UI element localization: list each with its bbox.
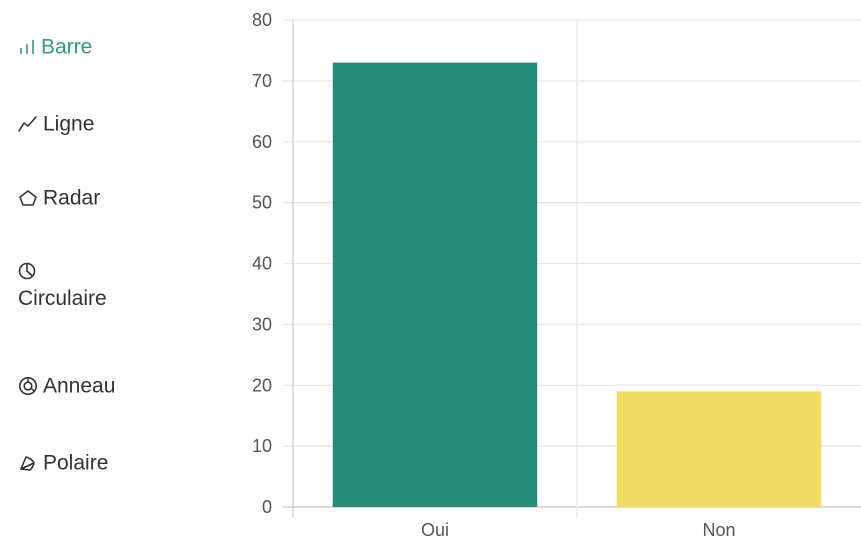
y-tick-label: 40 — [252, 254, 272, 274]
x-tick-label: Oui — [421, 520, 449, 540]
menu-item-label: Radar — [43, 186, 101, 210]
menu-item-circulaire[interactable]: Circulaire — [18, 262, 107, 314]
menu-item-anneau[interactable]: Anneau — [18, 371, 115, 401]
menu-item-polaire[interactable]: Polaire — [18, 448, 108, 478]
y-tick-label: 70 — [252, 71, 272, 91]
y-tick-label: 80 — [252, 10, 272, 30]
bar — [616, 391, 822, 507]
menu-item-label: Barre — [41, 35, 93, 59]
y-tick-label: 0 — [262, 497, 272, 517]
polar-area-chart-icon — [18, 454, 38, 472]
y-tick-label: 30 — [252, 314, 272, 334]
menu-item-label: Anneau — [43, 374, 116, 398]
radar-chart-icon — [18, 189, 38, 207]
y-tick-label: 20 — [252, 375, 272, 395]
x-tick-label: Non — [702, 520, 735, 540]
bar-chart-icon — [18, 39, 36, 55]
y-tick-label: 10 — [252, 436, 272, 456]
menu-item-label: Polaire — [43, 451, 109, 475]
bar — [332, 62, 538, 508]
menu-item-ligne[interactable]: Ligne — [18, 109, 94, 139]
menu-item-label: Circulaire — [18, 287, 107, 310]
menu-item-radar[interactable]: Radar — [18, 183, 100, 213]
chart-type-menu: Barre Ligne Radar Circulaire — [0, 0, 200, 542]
y-tick-label: 60 — [252, 132, 272, 152]
menu-item-label: Ligne — [43, 112, 95, 136]
doughnut-chart-icon — [18, 376, 38, 396]
menu-item-barre[interactable]: Barre — [18, 32, 92, 62]
pie-chart-icon — [18, 262, 107, 280]
y-tick-label: 50 — [252, 193, 272, 213]
line-chart-icon — [18, 115, 38, 133]
